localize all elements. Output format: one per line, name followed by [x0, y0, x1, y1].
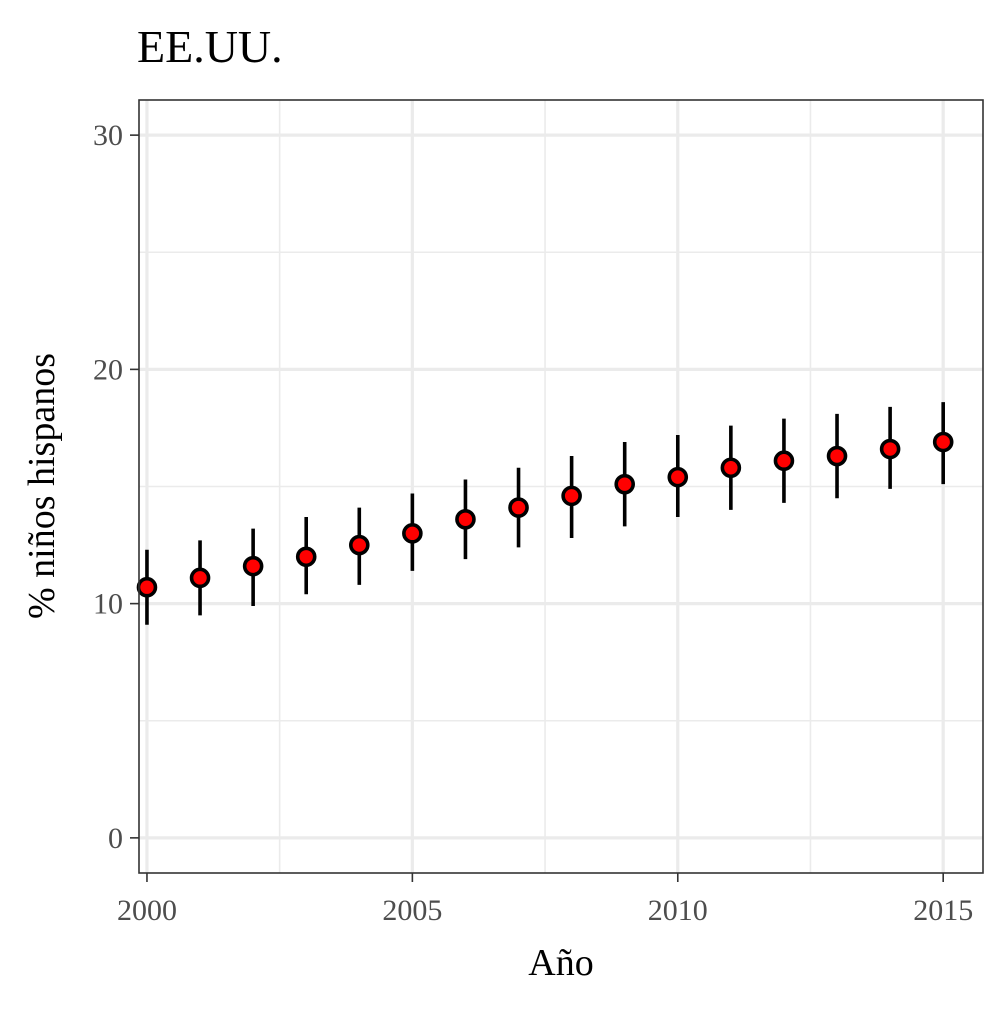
- data-point: [455, 508, 476, 530]
- data-point: [295, 546, 317, 568]
- x-tick-label: 2000: [117, 894, 177, 927]
- x-tick-label: 2005: [382, 894, 442, 927]
- y-axis-ticks: 0 10 20 30: [93, 119, 139, 855]
- data-point: [508, 497, 529, 518]
- data-point: [667, 466, 689, 488]
- data-point: [614, 473, 635, 495]
- x-axis-title: Año: [528, 942, 593, 984]
- y-tick-label: 30: [93, 119, 123, 152]
- data-point: [242, 555, 264, 577]
- x-tick-label: 2015: [913, 894, 973, 927]
- data-points: [136, 431, 954, 598]
- data-point: [932, 431, 954, 453]
- data-point: [879, 438, 901, 460]
- y-axis-title: % niños hispanos: [21, 353, 63, 619]
- data-point: [189, 567, 211, 589]
- y-tick-label: 0: [108, 822, 123, 855]
- minor-grid: [139, 100, 983, 873]
- panel-border: [138, 99, 984, 874]
- chart-title: EE.UU.: [137, 21, 283, 72]
- data-point: [561, 485, 582, 507]
- y-tick-label: 20: [93, 353, 123, 386]
- y-tick-label: 10: [93, 588, 123, 621]
- x-tick-label: 2010: [648, 894, 708, 927]
- x-axis-ticks: 2000 2005 2010 2015: [117, 873, 973, 927]
- data-point: [348, 534, 370, 556]
- data-point: [136, 576, 158, 598]
- data-point: [720, 457, 742, 479]
- data-point: [773, 450, 795, 472]
- data-point: [826, 445, 848, 467]
- data-point: [402, 523, 423, 544]
